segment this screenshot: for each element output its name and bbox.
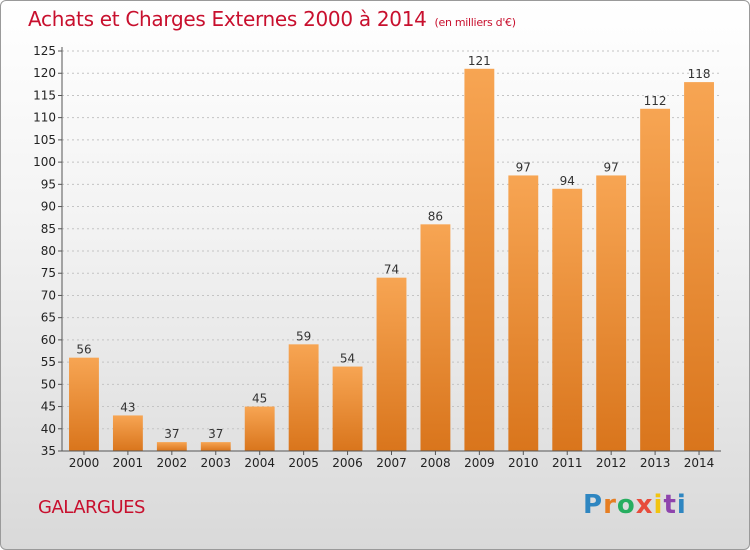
y-tick-label: 65 [41,311,56,325]
bar [552,188,583,451]
x-tick-label: 2006 [332,456,363,470]
bar [244,406,275,451]
x-tick-label: 2005 [288,456,319,470]
x-tick-label: 2009 [464,456,495,470]
bar [420,224,451,451]
x-tick-label: 2011 [552,456,583,470]
bar-value-label: 118 [688,67,711,81]
y-axis: 35 40 45 50 55 60 65 70 75 80 85 90 95 100 105 110 115 12… [33,44,63,458]
bar-value-label: 97 [516,160,531,174]
bar-value-label: 74 [384,263,399,277]
bar-value-label: 97 [604,160,619,174]
y-tick-label: 60 [41,333,56,347]
chart-title: Achats et Charges Externes 2000 à 2014 (e… [28,7,516,31]
y-tick-label: 50 [41,377,56,391]
y-tick-label: 100 [33,155,56,169]
logo-letter: P [583,490,604,520]
x-tick-label: 2002 [157,456,188,470]
x-tick-label: 2000 [69,456,100,470]
logo-letter: i [653,490,664,520]
x-tick-label: 2001 [113,456,144,470]
logo-letter: x [635,490,654,520]
bar [200,442,231,451]
bar-value-label: 45 [252,392,267,406]
chart-title-text: Achats et Charges Externes 2000 à 2014 [28,7,427,31]
y-tick-label: 115 [33,88,56,102]
x-tick-label: 2013 [640,456,671,470]
y-tick-label: 110 [33,111,56,125]
bar [596,175,627,451]
place-name: GALARGUES [38,497,145,518]
chart-unit: (en milliers d'€) [434,16,516,29]
bar [684,82,714,451]
bar-value-label: 112 [644,94,667,108]
bar-value-label: 37 [164,427,179,441]
bar [156,442,187,451]
bar [69,357,99,451]
y-tick-label: 70 [41,288,56,302]
x-tick-label: 2008 [420,456,451,470]
y-tick-label: 125 [33,44,56,58]
y-tick-label: 55 [41,355,56,369]
bar-value-label: 59 [296,329,311,343]
x-tick-label: 2003 [200,456,231,470]
bar-value-label: 43 [120,400,135,414]
x-axis: 2000 2001 2002 2003 2004 2005 2006 2007 2008 2009… [62,450,721,470]
bar [376,277,407,451]
x-tick-label: 2014 [684,456,715,470]
bar [640,108,671,452]
logo-letter: t [663,490,677,520]
proxiti-logo: Proxiti [583,490,687,520]
y-tick-label: 120 [33,66,56,80]
y-tick-label: 40 [41,422,56,436]
bar-value-label: 86 [428,209,443,223]
x-tick-label: 2010 [508,456,539,470]
x-tick-label: 2007 [376,456,407,470]
bar [288,344,319,451]
y-tick-label: 90 [41,200,56,214]
y-tick-label: 35 [41,444,56,458]
y-tick-label: 45 [41,400,56,414]
x-tick-label: 2004 [244,456,275,470]
y-tick-label: 105 [33,133,56,147]
bar-value-label: 54 [340,352,355,366]
bar [112,415,143,451]
y-tick-label: 75 [41,266,56,280]
logo-letter: r [603,490,617,520]
bar-value-label: 121 [468,54,491,68]
x-tick-label: 2012 [596,456,627,470]
bars: 56 43 37 37 45 59 54 74 86 121 97 94 97 112 118 [69,54,714,452]
bar [508,175,539,451]
bar [332,366,363,451]
bar-value-label: 56 [76,343,91,357]
logo-letter: o [616,490,636,520]
bar-value-label: 37 [208,427,223,441]
y-tick-label: 95 [41,177,56,191]
bar [464,68,495,452]
logo-letter: i [676,490,687,520]
bar-value-label: 94 [560,174,575,188]
y-tick-label: 80 [41,244,56,258]
y-tick-label: 85 [41,222,56,236]
